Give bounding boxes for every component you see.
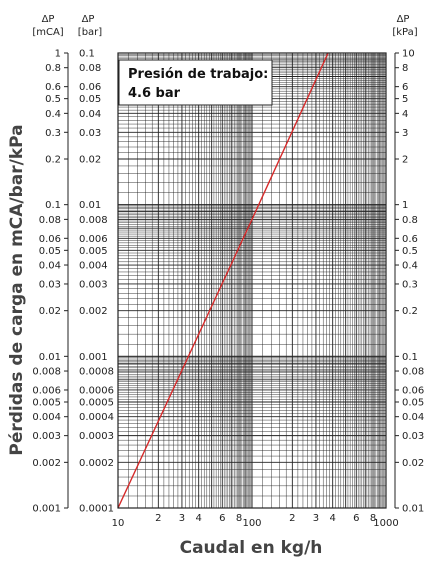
annotation-box: Presión de trabajo: 4.6 bar: [118, 59, 273, 106]
kpa-tick-label: 0.04: [402, 412, 424, 423]
mca-axis-symbol: ΔP: [42, 14, 55, 25]
bar-tick-label: 0.0006: [79, 385, 114, 396]
y-axis-title: Pérdidas de carga en mCA/bar/kPa: [7, 124, 27, 455]
x-tick-label: 3: [313, 513, 319, 524]
kpa-tick-label: 0.8: [402, 215, 418, 226]
kpa-tick-label: 8: [402, 63, 408, 74]
mca-tick-label: 0.06: [39, 234, 61, 245]
mca-tick-label: 0.3: [45, 128, 61, 139]
kpa-tick-label: 0.1: [402, 352, 418, 363]
kpa-tick-label: 0.05: [402, 397, 424, 408]
x-tick-label: 8: [370, 513, 376, 524]
bar-tick-label: 0.003: [79, 279, 108, 290]
bar-tick-label: 0.001: [79, 352, 108, 363]
tick-labels: 1 0.1 10 0.8 0.08 8 0.6 0.06 6 0.5 0.05 5 0.4 0.04 4 0.…: [32, 49, 424, 530]
x-tick-label: 1000: [373, 518, 398, 529]
kpa-tick-label: 0.01: [402, 504, 424, 515]
x-tick-label: 10: [112, 518, 125, 529]
x-tick-label: 2: [289, 513, 295, 524]
mca-tick-label: 0.02: [39, 306, 61, 317]
kpa-tick-label: 4: [402, 109, 408, 120]
mca-tick-label: 0.05: [39, 246, 61, 257]
mca-tick-label: 0.1: [45, 200, 61, 211]
bar-tick-label: 0.1: [79, 49, 95, 60]
kpa-tick-label: 0.4: [402, 261, 418, 272]
bar-tick-label: 0.04: [79, 109, 101, 120]
kpa-tick-label: 5: [402, 94, 408, 105]
kpa-tick-label: 2: [402, 155, 408, 166]
kpa-tick-label: 0.3: [402, 279, 418, 290]
mca-tick-label: 0.004: [32, 412, 61, 423]
plot-frame: [64, 52, 399, 509]
kpa-tick-label: 0.03: [402, 431, 424, 442]
mca-tick-label: 0.006: [32, 385, 61, 396]
x-tick-label: 4: [329, 513, 335, 524]
bar-tick-label: 0.005: [79, 246, 108, 257]
kpa-tick-label: 6: [402, 82, 408, 93]
kpa-tick-label: 0.2: [402, 306, 418, 317]
x-tick-label: 8: [236, 513, 242, 524]
kpa-tick-label: 10: [402, 49, 415, 60]
bar-tick-label: 0.01: [79, 200, 101, 211]
bar-axis-unit: [bar]: [78, 27, 102, 38]
bar-tick-label: 0.0004: [79, 412, 114, 423]
mca-tick-label: 0.01: [39, 352, 61, 363]
x-tick-label: 4: [195, 513, 201, 524]
bar-tick-label: 0.03: [79, 128, 101, 139]
kpa-tick-label: 0.02: [402, 458, 424, 469]
bar-axis-symbol: ΔP: [82, 14, 95, 25]
bar-tick-label: 0.0003: [79, 431, 114, 442]
kpa-tick-label: 0.5: [402, 246, 418, 257]
plot-border: [117, 52, 387, 509]
mca-tick-label: 0.008: [32, 367, 61, 378]
mca-tick-label: 0.08: [39, 215, 61, 226]
mca-tick-label: 0.04: [39, 261, 61, 272]
mca-tick-label: 1: [55, 49, 61, 60]
annotation-line-1: Presión de trabajo:: [128, 67, 268, 82]
axis-headers: ΔP [mCA] ΔP [bar] ΔP [kPa]: [32, 14, 417, 38]
kpa-tick-label: 0.06: [402, 385, 424, 396]
mca-tick-label: 0.03: [39, 279, 61, 290]
mca-tick-label: 0.6: [45, 82, 61, 93]
kpa-axis-symbol: ΔP: [397, 14, 410, 25]
kpa-tick-label: 1: [402, 200, 408, 211]
kpa-axis-unit: [kPa]: [392, 27, 417, 38]
annotation-line-2: 4.6 bar: [128, 86, 181, 101]
bar-tick-label: 0.002: [79, 306, 108, 317]
x-tick-label: 2: [155, 513, 161, 524]
mca-axis-unit: [mCA]: [32, 27, 63, 38]
x-axis-title: Caudal en kg/h: [180, 538, 323, 558]
grid: [118, 53, 386, 508]
mca-tick-label: 0.5: [45, 94, 61, 105]
kpa-tick-label: 0.08: [402, 367, 424, 378]
mca-tick-label: 0.8: [45, 63, 61, 74]
bar-tick-label: 0.0008: [79, 367, 114, 378]
mca-tick-label: 0.2: [45, 155, 61, 166]
bar-tick-label: 0.06: [79, 82, 101, 93]
bar-tick-label: 0.008: [79, 215, 108, 226]
mca-tick-label: 0.005: [32, 397, 61, 408]
series-line: [117, 52, 329, 509]
kpa-tick-label: 0.6: [402, 234, 418, 245]
x-tick-label: 3: [179, 513, 185, 524]
bar-tick-label: 0.05: [79, 94, 101, 105]
kpa-tick-label: 3: [402, 128, 408, 139]
x-tick-label: 6: [219, 513, 225, 524]
mca-tick-label: 0.4: [45, 109, 61, 120]
bar-tick-label: 0.0001: [79, 504, 114, 515]
x-tick-label: 100: [242, 518, 261, 529]
bar-tick-label: 0.006: [79, 234, 108, 245]
bar-tick-label: 0.0005: [79, 397, 114, 408]
mca-tick-label: 0.002: [32, 458, 61, 469]
bar-tick-label: 0.08: [79, 63, 101, 74]
series-line-group: [117, 52, 329, 509]
x-tick-label: 6: [353, 513, 359, 524]
mca-tick-label: 0.003: [32, 431, 61, 442]
bar-tick-label: 0.0002: [79, 458, 114, 469]
mca-tick-label: 0.001: [32, 504, 61, 515]
bar-tick-label: 0.004: [79, 261, 108, 272]
bar-tick-label: 0.02: [79, 155, 101, 166]
